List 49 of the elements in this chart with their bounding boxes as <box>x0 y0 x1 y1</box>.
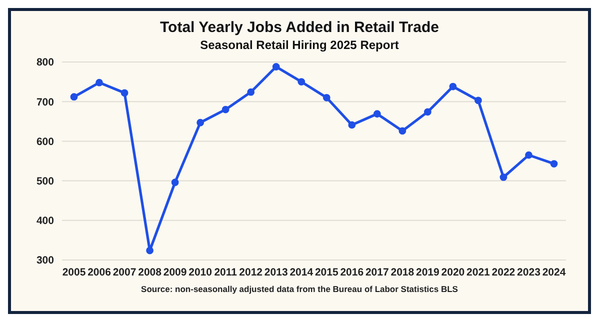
chart-title: Total Yearly Jobs Added in Retail Trade <box>160 19 439 36</box>
point <box>322 94 330 102</box>
x-tick-label: 2020 <box>440 266 464 278</box>
point <box>448 82 456 90</box>
point <box>70 93 78 101</box>
x-tick-label: 2008 <box>138 266 162 278</box>
x-tick-label: 2022 <box>491 266 515 278</box>
point <box>170 178 178 186</box>
point <box>272 63 280 70</box>
x-tick-label: 2019 <box>416 266 440 278</box>
point <box>423 108 431 116</box>
point <box>221 106 229 114</box>
y-tick-label: 500 <box>36 176 54 188</box>
x-tick-label: 2009 <box>162 266 186 278</box>
point <box>246 88 254 96</box>
point <box>550 160 558 168</box>
x-tick-label: 2014 <box>289 266 313 278</box>
chart-subtitle: Seasonal Retail Hiring 2025 Report <box>200 38 399 52</box>
y-tick-label: 400 <box>36 215 54 228</box>
y-tick-label: 300 <box>36 254 54 267</box>
point <box>348 121 356 129</box>
point <box>146 246 153 254</box>
x-tick-label: 2024 <box>542 266 566 278</box>
source-note: Source: non-seasonally adjusted data from the Bureau of Labor Statistics BLS <box>141 284 458 294</box>
x-tick-label: 2013 <box>264 266 288 278</box>
point <box>372 110 380 118</box>
x-tick-label: 2010 <box>188 266 212 278</box>
x-tick-label: 2018 <box>390 266 414 278</box>
x-tick-label: 2021 <box>466 266 490 278</box>
point <box>474 96 482 104</box>
y-tick-label: 700 <box>36 96 54 108</box>
x-tick-label: 2011 <box>214 266 237 278</box>
y-tick-label: 600 <box>36 136 54 148</box>
point <box>524 151 532 159</box>
y-tick-label: 800 <box>36 56 54 69</box>
point <box>297 78 305 86</box>
x-tick-label: 2006 <box>87 266 111 278</box>
x-tick-label: 2023 <box>516 266 540 278</box>
point <box>499 174 507 181</box>
x-tick-label: 2017 <box>364 266 388 278</box>
x-tick-label: 2005 <box>62 266 86 278</box>
point <box>398 127 406 135</box>
x-tick-label: 2016 <box>340 266 364 278</box>
point <box>120 89 128 97</box>
point <box>196 118 204 126</box>
x-tick-label: 2007 <box>112 266 136 278</box>
point <box>95 78 102 86</box>
x-tick-label: 2015 <box>314 266 338 278</box>
x-tick-label: 2012 <box>238 266 262 278</box>
